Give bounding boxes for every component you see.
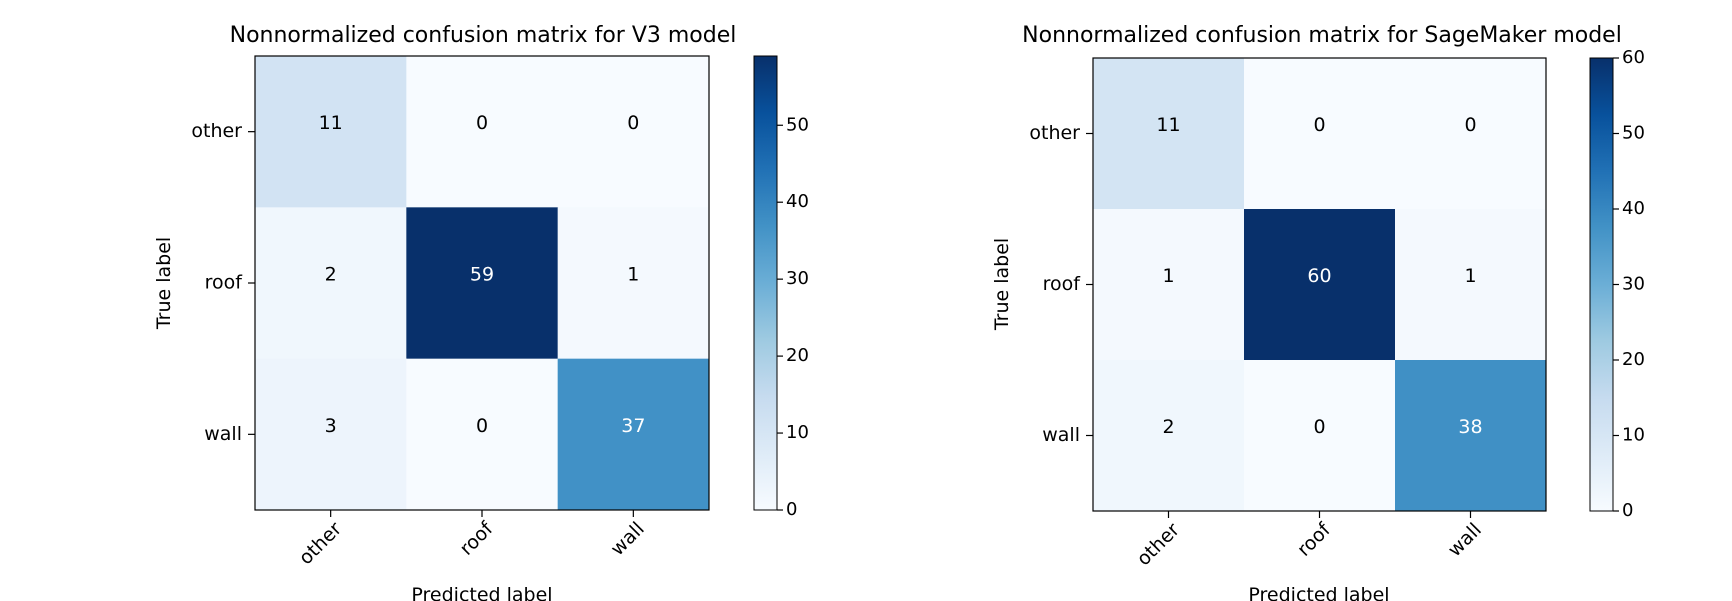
x-axis-ticks: other roof wall [1133,511,1486,570]
x-tick-label: roof [455,517,498,560]
x-tick-label: wall [607,518,649,560]
cell-value-label: 0 [476,415,488,437]
colorbar-tick-label: 50 [1622,123,1645,144]
heatmap-cell [1395,58,1547,210]
heatmap-cell [406,358,559,511]
colorbar-tick-label: 30 [1622,274,1645,295]
heatmap-cell [255,207,407,360]
chart-title: Nonnormalized confusion matrix for V3 mo… [230,23,737,48]
y-tick-label: other [1029,122,1080,144]
cell-value-label: 0 [1313,114,1325,136]
cell-value-label: 3 [325,415,337,437]
cell-value-label: 38 [1458,416,1482,438]
cell-value-label: 0 [1464,114,1476,136]
y-tick-label: other [191,120,242,142]
cell-value-label: 1 [1464,265,1476,287]
y-tick-label: roof [1043,273,1082,295]
colorbar-tick-label: 30 [786,268,809,289]
x-tick-label: other [295,518,346,569]
x-tick-label: wall [1444,519,1486,561]
cell-value-label: 0 [1313,416,1325,438]
cell-value-label: 2 [1162,416,1174,438]
x-axis-label: Predicted label [1248,584,1389,601]
y-tick-label: wall [204,423,242,445]
y-axis-ticks: other roof wall [1029,122,1093,446]
colorbar-tick-label: 0 [1622,500,1633,521]
colorbar-tick-label: 10 [1622,425,1645,446]
colorbar-tick-label: 60 [1622,47,1645,68]
cell-value-label: 1 [627,264,639,286]
heatmap-cell [1093,209,1245,361]
heatmap-cells: 11 0 0 2 59 1 3 0 37 [255,56,710,511]
colorbar-tick-label: 50 [786,114,809,135]
cell-value-label: 60 [1307,265,1331,287]
heatmap-cell [1244,58,1396,210]
colorbar-tick-label: 0 [786,499,797,520]
x-tick-label: roof [1293,518,1336,561]
cell-value-label: 11 [1156,114,1180,136]
colorbar-tick-label: 20 [786,345,809,366]
heatmap-cell [1395,209,1547,361]
heatmap-cell [1093,58,1245,210]
heatmap-cell [1244,360,1396,512]
heatmap-cell [1395,360,1547,512]
cell-value-label: 59 [470,264,494,286]
heatmap-cell [406,207,559,360]
colorbar [1589,57,1614,512]
heatmap-cell [255,358,407,511]
heatmap-cells: 11 0 0 1 60 1 2 0 38 [1093,58,1547,512]
heatmap-cell [557,56,710,208]
x-tick-label: other [1133,519,1184,570]
heatmap-cell [406,56,559,208]
colorbar-tick-label: 40 [1622,198,1645,219]
heatmap-cell [557,358,710,511]
colorbar-ticks: 0 10 20 30 40 50 [777,114,809,520]
cell-value-label: 0 [476,112,488,134]
colorbar-tick-label: 40 [786,191,809,212]
y-axis-label: True label [991,238,1013,331]
heatmap-cell [1244,209,1396,361]
x-axis-ticks: other roof wall [295,510,649,569]
confusion-matrix-sagemaker: Nonnormalized confusion matrix for SageM… [991,23,1645,601]
cell-value-label: 1 [1162,265,1174,287]
x-axis-label: Predicted label [411,584,552,601]
heatmap-cell [1093,360,1245,512]
colorbar-tick-label: 10 [786,422,809,443]
colorbar-tick-label: 20 [1622,349,1645,370]
heatmap-cell [255,56,407,208]
y-axis-label: True label [153,237,175,330]
y-tick-label: wall [1042,424,1080,446]
cell-value-label: 0 [627,112,639,134]
cell-value-label: 37 [621,415,645,437]
y-axis-ticks: other roof wall [191,120,255,445]
confusion-matrix-v3: Nonnormalized confusion matrix for V3 mo… [153,23,809,601]
colorbar [753,55,778,511]
heatmap-cell [557,207,710,360]
colorbar-ticks: 0 10 20 30 40 50 60 [1613,47,1645,521]
y-tick-label: roof [205,272,244,294]
chart-title: Nonnormalized confusion matrix for SageM… [1022,23,1622,48]
cell-value-label: 11 [319,112,343,134]
cell-value-label: 2 [325,264,337,286]
